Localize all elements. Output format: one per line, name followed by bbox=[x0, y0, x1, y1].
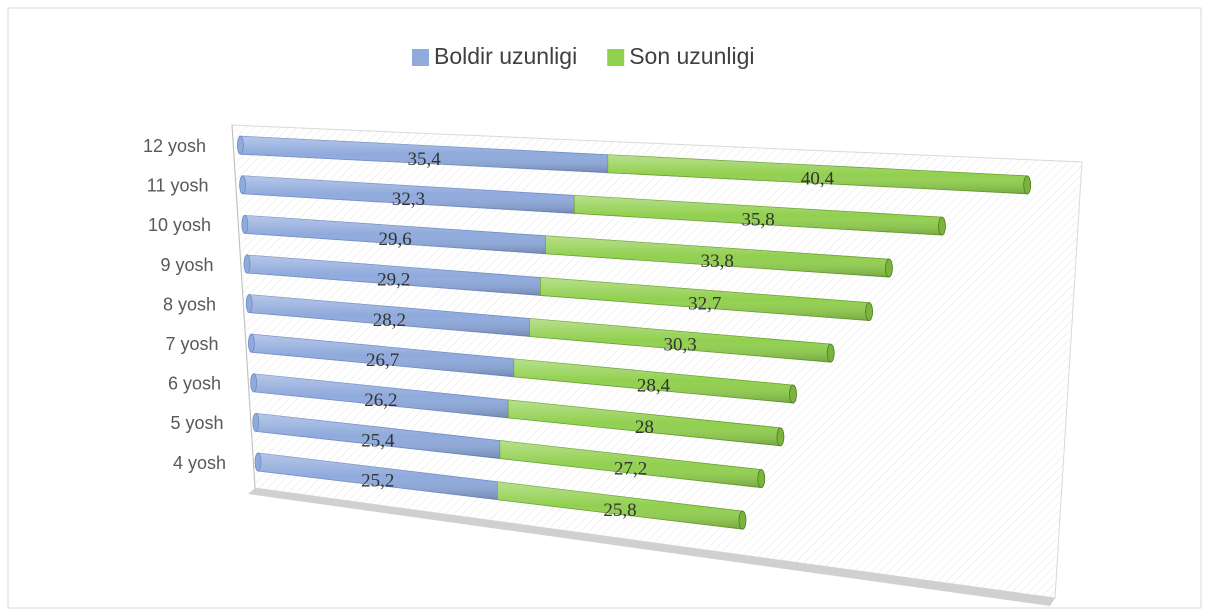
data-label: 29,2 bbox=[377, 270, 410, 291]
bar-cap bbox=[1023, 175, 1032, 195]
data-label: 32,3 bbox=[392, 189, 425, 210]
data-label: 40,4 bbox=[801, 169, 835, 190]
bar-cap bbox=[776, 427, 785, 447]
bar-cap bbox=[247, 333, 255, 353]
bar-cap bbox=[738, 510, 747, 530]
bar-cap bbox=[826, 343, 835, 363]
bar-cap bbox=[938, 216, 946, 236]
bar-shade bbox=[607, 154, 1028, 194]
bar-shade bbox=[255, 413, 500, 459]
data-label: 35,4 bbox=[408, 149, 442, 170]
bar-cap bbox=[885, 258, 893, 278]
data-label: 28 bbox=[635, 417, 654, 438]
bar-cap bbox=[789, 384, 797, 404]
bar-cap bbox=[252, 412, 260, 432]
bar-cap bbox=[757, 469, 766, 489]
bar-shade bbox=[251, 334, 514, 377]
legend-swatch bbox=[412, 49, 429, 66]
category-label: 10 yosh bbox=[148, 215, 211, 235]
axis-line bbox=[231, 124, 256, 489]
data-label: 26,7 bbox=[366, 350, 399, 371]
data-label: 25,8 bbox=[603, 500, 636, 521]
legend-swatch bbox=[607, 49, 625, 66]
bar-shade bbox=[545, 235, 889, 278]
bar-shade bbox=[540, 277, 870, 321]
category-label: 4 yosh bbox=[173, 453, 226, 473]
category-label: 6 yosh bbox=[168, 374, 221, 394]
bar-shade bbox=[508, 399, 781, 446]
bar-shade bbox=[513, 358, 794, 404]
legend-label: Boldir uzunligi bbox=[434, 43, 577, 69]
bar-shade bbox=[574, 195, 942, 236]
bar-cap bbox=[236, 135, 244, 155]
floor bbox=[248, 488, 1055, 606]
category-label: 5 yosh bbox=[170, 413, 223, 433]
bar-cap bbox=[865, 302, 873, 321]
data-label: 29,6 bbox=[379, 229, 412, 250]
data-label: 33,8 bbox=[701, 251, 734, 272]
bar-cap bbox=[254, 452, 262, 472]
bar-cap bbox=[239, 175, 247, 195]
bar-shade bbox=[244, 215, 546, 254]
bar-cap bbox=[243, 254, 251, 274]
data-label: 26,2 bbox=[364, 390, 397, 411]
data-label: 27,2 bbox=[614, 458, 647, 479]
data-label: 30,3 bbox=[663, 335, 696, 356]
bar-shade bbox=[249, 294, 530, 337]
category-label: 7 yosh bbox=[165, 334, 218, 354]
bar-cap bbox=[241, 214, 249, 234]
bar-cap bbox=[250, 373, 258, 393]
bar-shade bbox=[529, 318, 831, 363]
bar-cap bbox=[245, 294, 253, 314]
data-label: 32,7 bbox=[688, 293, 721, 314]
bar-shade bbox=[253, 373, 509, 418]
bar-shade bbox=[499, 440, 762, 488]
bar-shade bbox=[242, 175, 575, 214]
data-label: 28,2 bbox=[373, 310, 406, 331]
bar-shade bbox=[240, 136, 608, 173]
category-label: 9 yosh bbox=[160, 255, 213, 275]
category-label: 8 yosh bbox=[163, 294, 216, 314]
bar-shade bbox=[497, 481, 743, 530]
legend-label: Son uzunligi bbox=[629, 43, 754, 69]
data-label: 35,8 bbox=[742, 210, 775, 231]
bar-shade bbox=[247, 255, 541, 296]
data-label: 28,4 bbox=[637, 375, 671, 396]
data-label: 25,4 bbox=[361, 430, 395, 451]
bar-shade bbox=[258, 453, 498, 500]
category-label: 12 yosh bbox=[143, 136, 206, 156]
data-label: 25,2 bbox=[361, 471, 394, 492]
category-label: 11 yosh bbox=[147, 176, 209, 196]
